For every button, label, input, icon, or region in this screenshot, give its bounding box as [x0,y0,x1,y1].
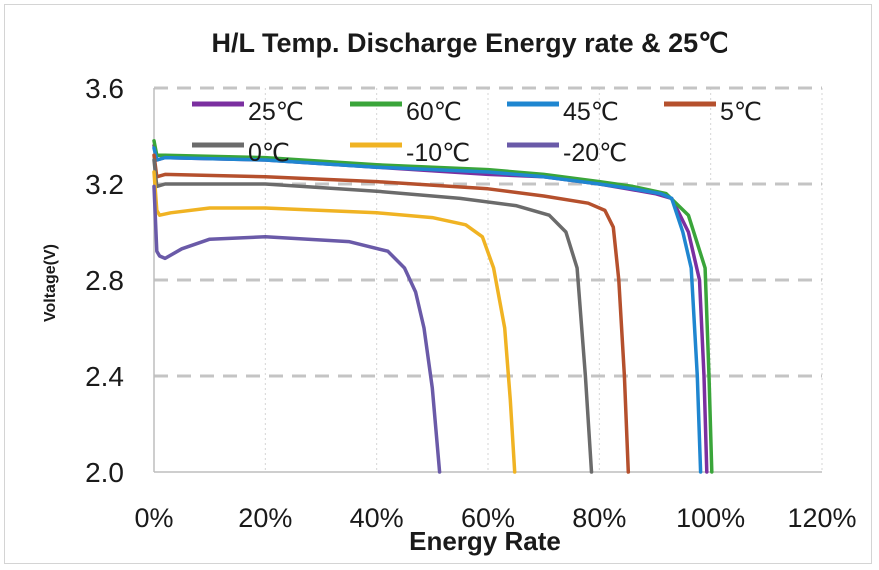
legend-label: 45℃ [563,98,619,126]
legend: 25℃ 60℃ 45℃ 5℃ 0℃ -10℃ -20℃ [192,98,762,167]
legend-label: 0℃ [248,139,290,167]
legend-label: -10℃ [406,139,470,167]
x-tick-label: 60% [461,503,515,533]
series-line [152,139,714,474]
series-line [152,153,631,474]
series-line [152,158,594,474]
y-tick-label: 3.2 [85,169,124,200]
chart-title: H/L Temp. Discharge Energy rate & 25℃ [212,28,729,58]
x-tick-label: 0% [134,503,173,533]
series-lines [152,139,714,474]
series-line [152,170,517,474]
x-tick-label: 120% [787,503,856,533]
y-tick-label: 3.6 [85,73,124,104]
y-tick-label: 2.4 [85,361,124,392]
x-tick-label: 100% [676,503,745,533]
y-tick-label: 2.0 [85,457,124,488]
tick-labels: 2.0 2.4 2.8 3.2 3.6 0% 20% 40% 60% 80% 100% 120% [85,73,856,533]
legend-label: 25℃ [248,98,304,126]
legend-label: -20℃ [563,139,627,167]
y-axis-label: Voltage(V) [42,244,59,322]
x-axis-label: Energy Rate [409,526,561,556]
legend-label: 5℃ [720,98,762,126]
x-tick-label: 80% [572,503,626,533]
series-line [152,184,442,474]
x-tick-label: 20% [238,503,292,533]
y-tick-label: 2.8 [85,265,124,296]
legend-label: 60℃ [406,98,462,126]
x-tick-label: 40% [350,503,404,533]
series-line [152,146,703,474]
